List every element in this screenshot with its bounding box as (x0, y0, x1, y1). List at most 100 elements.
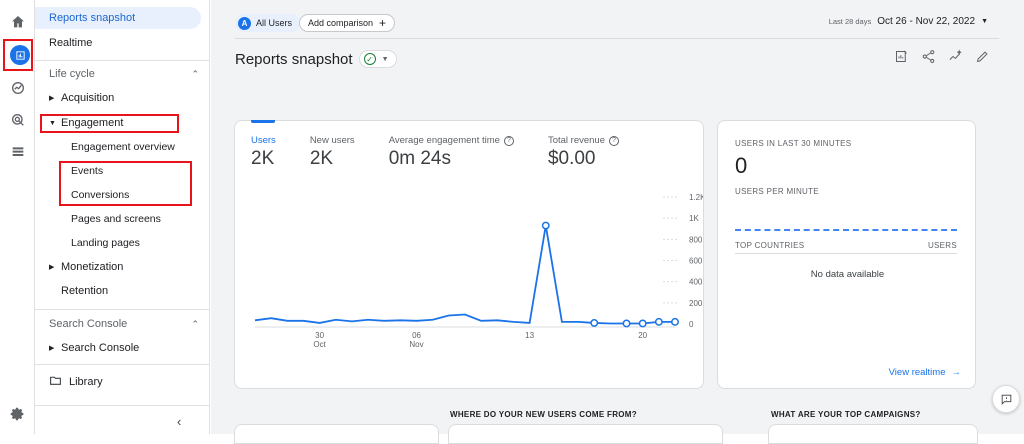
chevron-up-icon: ⌃ (191, 318, 199, 329)
y-tick-label: 600 (689, 257, 703, 266)
nav-label: Search Console (61, 342, 140, 354)
no-data-message: No data available (810, 269, 885, 280)
x-tick-day: 06 (412, 331, 421, 340)
nav-label: Conversions (71, 189, 130, 201)
insights-icon[interactable] (948, 49, 963, 69)
realtime-card: USERS IN LAST 30 MINUTES 0 USERS PER MIN… (717, 120, 976, 389)
explore-icon[interactable] (6, 76, 30, 100)
data-point[interactable] (671, 317, 679, 326)
nav-landing-pages[interactable]: Landing pages (71, 232, 201, 254)
x-tick-month: Nov (409, 340, 423, 349)
y-tick-label: 200 (689, 299, 703, 308)
reports-nav-highlight (3, 39, 33, 71)
y-tick-label: 400 (689, 278, 703, 287)
table-divider (735, 253, 957, 254)
nav-label: Library (69, 376, 103, 388)
icon-rail (0, 0, 35, 434)
nav-conversions[interactable]: Conversions (71, 184, 201, 206)
nav-reports-snapshot[interactable]: Reports snapshot (35, 7, 201, 29)
data-point[interactable] (654, 317, 663, 326)
nav-engagement[interactable]: ▼ Engagement (41, 112, 201, 134)
users-overview-card: Users 2K New users 2K Average engagement… (234, 120, 704, 389)
metric-tab-users[interactable]: Users 2K (251, 135, 276, 170)
bottom-card-left (234, 424, 439, 444)
arrow-right-icon: → (951, 367, 962, 378)
users-per-minute-sparkline (735, 229, 957, 231)
edit-comparison-icon[interactable] (894, 49, 909, 69)
users-series-line (254, 225, 675, 325)
date-range-picker[interactable]: Last 28 days Oct 26 - Nov 22, 2022 ▼ (829, 16, 988, 27)
help-icon[interactable]: ? (609, 135, 619, 146)
check-circle-icon: ✓ (363, 53, 376, 65)
nav-label: Landing pages (71, 237, 140, 249)
help-icon[interactable]: ? (503, 135, 514, 146)
nav-engagement-overview[interactable]: Engagement overview (71, 136, 201, 158)
expand-right-icon: ▶ (49, 95, 55, 102)
metric-tabs: Users 2K New users 2K Average engagement… (251, 135, 653, 170)
nav-search-console[interactable]: ▶ Search Console (41, 337, 201, 359)
data-point[interactable] (622, 319, 631, 328)
nav-realtime[interactable]: Realtime (41, 32, 201, 54)
nav-label: Realtime (49, 37, 93, 49)
customize-report-icon[interactable] (975, 49, 990, 69)
nav-retention[interactable]: Retention (41, 280, 201, 302)
metric-value: 2K (309, 148, 334, 169)
home-icon[interactable] (6, 10, 30, 34)
reports-icon[interactable] (10, 45, 30, 65)
top-campaigns-heading: WHAT ARE YOUR TOP CAMPAIGNS? (771, 410, 921, 419)
metric-value: 0m 24s (388, 148, 451, 169)
page-title-row: Reports snapshot ✓ ▼ (235, 50, 397, 68)
realtime-users-label: USERS IN LAST 30 MINUTES (735, 139, 852, 148)
nav-label: Monetization (61, 261, 124, 273)
section-label: Life cycle (49, 68, 95, 80)
metric-tab-avg-engagement[interactable]: Average engagement time? 0m 24s (389, 135, 514, 170)
new-users-source-heading: WHERE DO YOUR NEW USERS COME FROM? (450, 410, 637, 419)
data-point[interactable] (638, 319, 647, 328)
advertising-icon[interactable] (6, 108, 30, 132)
chevron-up-icon: ⌃ (191, 68, 199, 79)
x-tick-month: Oct (313, 340, 326, 349)
metric-tab-new-users[interactable]: New users 2K (310, 135, 355, 170)
report-status-chip[interactable]: ✓ ▼ (358, 50, 397, 68)
view-realtime-link[interactable]: View realtime → (889, 367, 961, 378)
data-point[interactable] (541, 221, 550, 230)
nav-label: Reports snapshot (49, 12, 136, 24)
metric-value: $0.00 (547, 148, 596, 169)
metric-label: Users (251, 135, 276, 146)
reports-nav-panel: Reports snapshot Realtime Life cycle ⌃ ▶… (35, 0, 210, 434)
all-users-label: All Users (256, 18, 293, 28)
configure-icon[interactable] (6, 140, 30, 164)
nav-acquisition[interactable]: ▶ Acquisition (41, 87, 201, 109)
nav-pages-and-screens[interactable]: Pages and screens (71, 208, 201, 230)
report-toolbar (894, 49, 990, 69)
metric-tab-total-revenue[interactable]: Total revenue? $0.00 (548, 135, 619, 170)
nav-section-search-console[interactable]: Search Console ⌃ (49, 313, 199, 335)
x-tick-day: 20 (638, 331, 647, 340)
main-content: A All Users Add comparison + Last 28 day… (211, 0, 1024, 444)
bottom-card-middle (448, 424, 723, 444)
metric-label: New users (309, 135, 355, 146)
nav-divider (35, 364, 210, 365)
x-tick-day: 30 (315, 331, 324, 340)
nav-divider (35, 309, 210, 310)
data-point[interactable] (590, 318, 599, 327)
folder-icon (49, 374, 69, 390)
collapse-nav-icon[interactable]: ‹ (177, 414, 182, 429)
nav-label: Acquisition (61, 92, 115, 104)
add-comparison-button[interactable]: Add comparison + (299, 14, 396, 32)
nav-label: Engagement (61, 117, 124, 129)
nav-library[interactable]: Library (41, 371, 201, 393)
x-tick-day: 13 (525, 331, 534, 340)
date-range-value: Oct 26 - Nov 22, 2022 (877, 16, 976, 27)
header-divider (235, 38, 999, 39)
users-column-header: USERS (927, 241, 957, 250)
feedback-button[interactable] (992, 385, 1020, 413)
share-icon[interactable] (921, 49, 936, 69)
settings-icon[interactable] (6, 402, 30, 426)
nav-section-lifecycle[interactable]: Life cycle ⌃ (49, 63, 199, 85)
nav-label: Retention (61, 285, 109, 297)
all-users-chip[interactable]: A All Users (235, 14, 301, 32)
nav-events[interactable]: Events (71, 160, 201, 182)
nav-monetization[interactable]: ▶ Monetization (41, 256, 201, 278)
